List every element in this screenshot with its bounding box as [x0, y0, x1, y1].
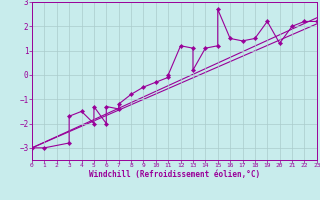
X-axis label: Windchill (Refroidissement éolien,°C): Windchill (Refroidissement éolien,°C) [89, 170, 260, 179]
